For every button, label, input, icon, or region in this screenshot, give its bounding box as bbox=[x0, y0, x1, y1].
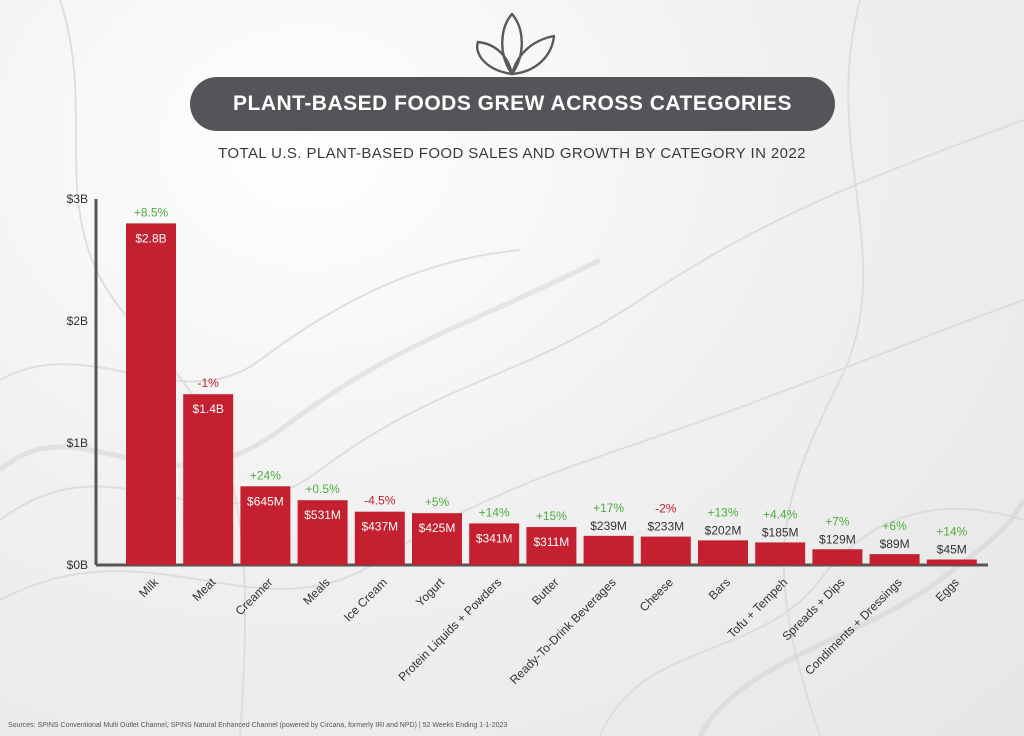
x-tick-label: Eggs bbox=[933, 575, 962, 604]
growth-label: +17% bbox=[593, 501, 624, 515]
y-tick-label: $1B bbox=[67, 436, 88, 450]
bar-value-label: $531M bbox=[304, 508, 341, 522]
bar-value-label: $202M bbox=[705, 523, 742, 537]
x-tick-label: Milk bbox=[136, 575, 162, 601]
y-tick-label: $2B bbox=[67, 314, 88, 328]
growth-label: +5% bbox=[425, 495, 450, 509]
sources-footnote: Sources: SPINS Conventional Multi Outlet… bbox=[8, 722, 508, 729]
growth-label: +0.5% bbox=[305, 482, 340, 496]
bar-value-label: $233M bbox=[647, 520, 684, 534]
bar-value-label: $311M bbox=[533, 535, 569, 549]
growth-label: +24% bbox=[250, 468, 281, 482]
page-title: PLANT-BASED FOODS GREW ACROSS CATEGORIES bbox=[190, 77, 835, 131]
leaf-sprout-icon bbox=[475, 12, 556, 76]
x-tick-label: Meat bbox=[190, 575, 219, 604]
bar-value-label: $645M bbox=[247, 494, 284, 508]
x-tick-label: Protein Liquids + Powders bbox=[396, 575, 505, 684]
bar-value-label: $185M bbox=[762, 525, 799, 539]
growth-label: -4.5% bbox=[364, 494, 396, 508]
bar-milk bbox=[126, 223, 176, 565]
growth-label: +8.5% bbox=[134, 205, 169, 219]
growth-label: +7% bbox=[825, 514, 850, 528]
bar-value-label: $1.4B bbox=[193, 402, 224, 416]
growth-label: +13% bbox=[707, 505, 738, 519]
bar-butter bbox=[526, 527, 577, 565]
bar-ready-to-drink-beverages bbox=[583, 535, 634, 565]
x-tick-label: Yogurt bbox=[413, 575, 448, 610]
x-tick-label: Creamer bbox=[233, 575, 276, 618]
chart-subtitle: TOTAL U.S. PLANT-BASED FOOD SALES AND GR… bbox=[218, 145, 806, 162]
bar-spreads-dips bbox=[812, 549, 863, 565]
bar-protein-liquids-powders bbox=[469, 523, 520, 565]
bar-tofu-tempeh bbox=[755, 542, 806, 565]
bar-condiments-dressings bbox=[869, 554, 920, 565]
growth-label: +15% bbox=[536, 509, 567, 523]
x-tick-label: Meals bbox=[300, 575, 333, 608]
bar-value-label: $2.8B bbox=[135, 231, 166, 245]
growth-label: +4.4% bbox=[763, 507, 798, 521]
bar-eggs bbox=[926, 559, 977, 565]
bar-bars bbox=[698, 540, 748, 565]
x-tick-label: Ready-To-Drink Beverages bbox=[507, 575, 619, 687]
x-tick-label: Condiments + Dressings bbox=[802, 575, 905, 678]
x-tick-label: Ice Cream bbox=[341, 575, 390, 624]
bar-creamer bbox=[240, 486, 291, 565]
bar-value-label: $239M bbox=[590, 519, 627, 533]
x-tick-label: Cheese bbox=[637, 575, 676, 614]
bar-ice-cream bbox=[354, 511, 405, 565]
x-tick-label: Butter bbox=[529, 575, 562, 608]
growth-label: +14% bbox=[479, 505, 510, 519]
growth-label: -1% bbox=[198, 376, 220, 390]
bar-value-label: $341M bbox=[476, 531, 513, 545]
x-tick-label: Bars bbox=[706, 575, 733, 602]
growth-label: -2% bbox=[655, 502, 677, 516]
bar-value-label: $437M bbox=[361, 520, 398, 534]
bar-value-label: $129M bbox=[819, 532, 856, 546]
bar-cheese bbox=[640, 536, 691, 565]
y-tick-label: $0B bbox=[67, 558, 88, 572]
bar-value-label: $425M bbox=[419, 521, 456, 535]
bar-value-label: $89M bbox=[880, 537, 910, 551]
bar-yogurt bbox=[412, 513, 462, 565]
bar-meat bbox=[183, 394, 234, 565]
y-tick-label: $3B bbox=[67, 192, 88, 206]
growth-label: +6% bbox=[882, 519, 907, 533]
bar-meals bbox=[297, 500, 348, 565]
bar-value-label: $45M bbox=[937, 543, 967, 557]
growth-label: +14% bbox=[936, 525, 967, 539]
